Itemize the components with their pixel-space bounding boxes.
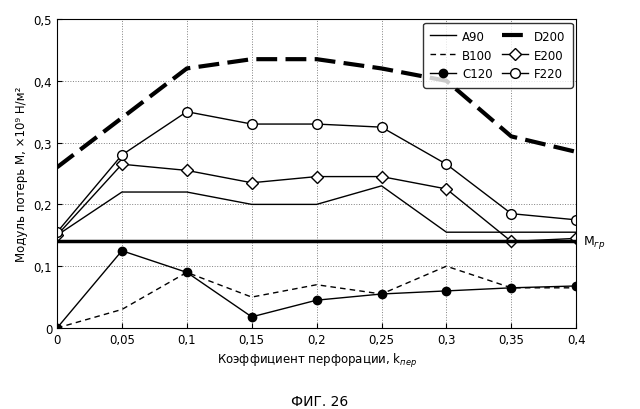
Text: ФИГ. 26: ФИГ. 26 (291, 394, 349, 408)
X-axis label: Коэффициент перфорации, k$_{пер}$: Коэффициент перфорации, k$_{пер}$ (216, 352, 417, 369)
Text: М$_{гр}$: М$_{гр}$ (583, 234, 606, 250)
Y-axis label: Модуль потерь М, ×10⁹ Н/м²: Модуль потерь М, ×10⁹ Н/м² (15, 87, 28, 261)
Legend: A90, B100, C120, D200, E200, F220: A90, B100, C120, D200, E200, F220 (423, 23, 573, 88)
